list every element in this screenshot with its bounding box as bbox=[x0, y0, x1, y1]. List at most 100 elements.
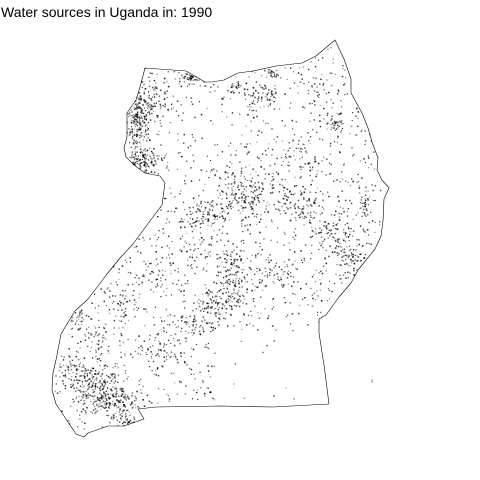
water-source-point bbox=[265, 284, 267, 287]
water-source-point bbox=[157, 332, 160, 335]
water-source-point bbox=[84, 335, 87, 337]
water-source-point bbox=[209, 243, 212, 245]
water-source-point bbox=[113, 415, 115, 417]
water-source-point bbox=[202, 380, 204, 382]
water-source-point bbox=[289, 191, 291, 194]
water-source-point bbox=[221, 190, 223, 192]
water-source-point bbox=[211, 322, 214, 324]
water-source-point bbox=[143, 149, 145, 151]
water-source-point bbox=[364, 205, 367, 207]
water-source-point bbox=[157, 375, 160, 377]
water-source-point bbox=[329, 173, 331, 175]
water-source-point bbox=[253, 197, 255, 200]
water-source-point bbox=[126, 261, 128, 264]
water-source-point bbox=[122, 341, 125, 344]
water-source-point bbox=[133, 143, 135, 145]
water-source-point bbox=[188, 77, 191, 79]
water-source-point bbox=[184, 180, 186, 182]
water-source-point bbox=[159, 108, 162, 110]
water-source-point bbox=[230, 306, 233, 308]
water-source-point bbox=[299, 194, 302, 196]
water-source-point bbox=[340, 143, 342, 146]
water-source-point bbox=[294, 217, 296, 219]
water-source-point bbox=[318, 321, 320, 323]
water-source-point bbox=[239, 161, 241, 163]
water-source-point bbox=[142, 120, 144, 122]
water-source-point bbox=[329, 280, 331, 282]
water-source-point bbox=[84, 372, 86, 375]
water-source-point bbox=[172, 262, 174, 265]
water-source-point bbox=[137, 158, 139, 160]
water-source-point bbox=[78, 390, 81, 392]
water-source-point bbox=[120, 395, 123, 397]
water-source-point bbox=[307, 205, 310, 208]
water-source-point bbox=[370, 243, 372, 246]
water-source-point bbox=[232, 206, 234, 208]
water-source-point bbox=[225, 261, 227, 264]
water-source-point bbox=[301, 78, 303, 80]
water-source-point bbox=[133, 118, 136, 120]
water-source-point bbox=[114, 365, 116, 368]
water-source-point bbox=[145, 150, 147, 152]
water-source-point bbox=[169, 314, 172, 316]
water-source-point bbox=[61, 410, 63, 413]
water-source-point bbox=[240, 340, 242, 342]
water-source-point bbox=[175, 110, 178, 112]
water-source-point bbox=[100, 354, 102, 356]
water-source-point bbox=[187, 77, 189, 79]
water-source-point bbox=[114, 376, 116, 378]
water-source-point bbox=[113, 415, 115, 417]
water-source-point bbox=[124, 308, 127, 310]
water-source-point bbox=[217, 271, 219, 273]
water-source-point bbox=[252, 325, 254, 327]
water-source-point bbox=[84, 375, 86, 378]
water-source-point bbox=[71, 327, 73, 329]
water-source-point bbox=[291, 264, 293, 266]
water-source-point bbox=[103, 326, 105, 329]
water-source-point bbox=[344, 263, 346, 266]
water-source-point bbox=[319, 104, 321, 107]
water-source-point bbox=[145, 129, 147, 131]
water-source-point bbox=[197, 248, 199, 250]
water-source-point bbox=[179, 237, 182, 240]
water-source-point bbox=[358, 180, 360, 183]
water-source-point bbox=[170, 342, 172, 345]
water-source-point bbox=[311, 226, 313, 228]
water-source-point bbox=[302, 212, 304, 215]
water-source-point bbox=[110, 388, 112, 391]
water-source-point bbox=[253, 300, 255, 303]
water-source-point bbox=[243, 295, 245, 298]
water-source-point bbox=[263, 168, 265, 170]
water-source-point bbox=[185, 317, 188, 319]
water-source-point bbox=[265, 87, 267, 89]
water-source-point bbox=[134, 114, 136, 117]
water-source-point bbox=[61, 366, 63, 368]
water-source-point bbox=[320, 270, 322, 273]
water-source-point bbox=[287, 273, 290, 275]
water-source-point bbox=[205, 343, 207, 346]
water-source-point bbox=[140, 151, 142, 154]
water-source-point bbox=[102, 401, 104, 403]
water-source-point bbox=[230, 91, 232, 94]
water-source-point bbox=[330, 124, 332, 126]
water-source-point bbox=[234, 363, 237, 365]
water-source-point bbox=[269, 254, 271, 256]
water-source-point bbox=[96, 410, 99, 412]
water-source-point bbox=[330, 84, 333, 87]
water-source-point bbox=[156, 367, 159, 369]
water-source-point bbox=[303, 144, 305, 146]
water-source-point bbox=[180, 85, 183, 88]
water-source-point bbox=[134, 141, 136, 143]
water-source-point bbox=[280, 77, 282, 79]
water-source-point bbox=[113, 265, 115, 268]
water-source-point bbox=[95, 403, 98, 405]
water-source-point bbox=[280, 157, 282, 159]
water-source-point bbox=[239, 250, 241, 252]
water-source-point bbox=[147, 137, 149, 139]
water-source-point bbox=[240, 172, 242, 175]
water-source-point bbox=[148, 91, 150, 93]
water-source-point bbox=[294, 260, 296, 262]
water-source-point bbox=[157, 115, 159, 117]
water-source-point bbox=[175, 326, 178, 329]
water-source-point bbox=[279, 183, 281, 186]
